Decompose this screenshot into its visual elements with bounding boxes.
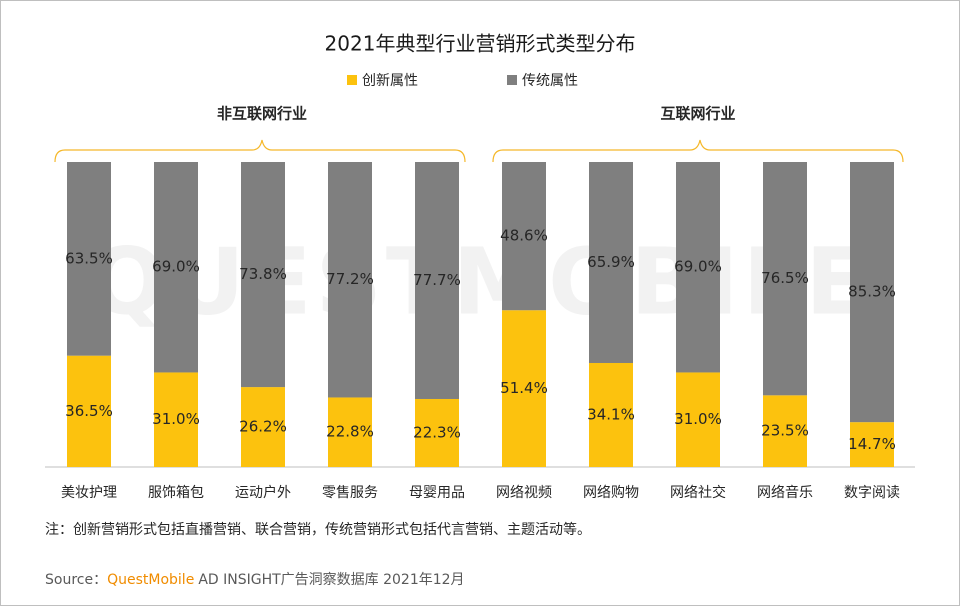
value-label: 76.5%	[761, 269, 809, 287]
bar-segment	[67, 162, 111, 356]
x-tick-label: 网络音乐	[757, 484, 813, 501]
bar-segment	[415, 162, 459, 399]
bar-segment	[763, 162, 807, 396]
bar-segment	[67, 355, 111, 467]
legend-label: 传统属性	[522, 73, 578, 89]
value-label: 85.3%	[848, 283, 896, 301]
group-brace	[54, 139, 466, 163]
note: 注：创新营销形式包括直播营销、联合营销，传统营销形式包括代言营销、主题活动等。	[45, 521, 591, 538]
bar-segment	[241, 387, 285, 467]
bar-segment	[154, 162, 198, 373]
x-tick-label: 网络视频	[496, 485, 552, 501]
group-label: 非互联网行业	[217, 105, 307, 123]
watermark: QUESTMOBILE	[88, 228, 872, 335]
legend-swatch	[347, 75, 357, 85]
value-label: 22.3%	[413, 423, 461, 441]
value-label: 63.5%	[65, 249, 113, 267]
value-label: 23.5%	[761, 422, 809, 440]
x-tick-label: 网络购物	[583, 485, 639, 501]
source-prefix: Source：	[45, 572, 107, 588]
legend-label: 创新属性	[362, 73, 418, 89]
bar-segment	[328, 397, 372, 467]
value-label: 14.7%	[848, 435, 896, 453]
value-label: 77.7%	[413, 271, 461, 289]
bar-segment	[850, 422, 894, 467]
bar-segment	[502, 162, 546, 311]
value-label: 73.8%	[239, 265, 287, 283]
x-tick-label: 美妆护理	[61, 485, 117, 501]
bar-segment	[328, 162, 372, 398]
bar-segment	[676, 372, 720, 467]
bar-segment	[850, 162, 894, 423]
x-tick-label: 数字阅读	[844, 484, 900, 501]
value-label: 22.8%	[326, 423, 374, 441]
x-tick-label: 服饰箱包	[148, 485, 204, 501]
bar-segment	[589, 162, 633, 363]
bar-segment	[763, 395, 807, 467]
chart-title: 2021年典型行业营销形式类型分布	[325, 32, 636, 56]
bar-segment	[589, 362, 633, 467]
x-tick-label: 运动户外	[235, 484, 291, 501]
value-label: 69.0%	[152, 258, 200, 276]
value-label: 65.9%	[587, 253, 635, 271]
value-label: 69.0%	[674, 258, 722, 276]
x-tick-label: 零售服务	[322, 485, 378, 501]
bar-segment	[241, 162, 285, 388]
value-label: 26.2%	[239, 418, 287, 436]
bar-segment	[154, 372, 198, 467]
source-text: AD INSIGHT广告洞察数据库 2021年12月	[198, 571, 464, 588]
source-brand: QuestMobile	[107, 572, 194, 588]
bar-segment	[415, 398, 459, 467]
value-label: 34.1%	[587, 405, 635, 423]
value-label: 77.2%	[326, 270, 374, 288]
x-tick-label: 母婴用品	[409, 485, 465, 501]
x-tick-label: 网络社交	[670, 484, 726, 501]
bar-segment	[676, 162, 720, 373]
value-label: 36.5%	[65, 402, 113, 420]
bar-segment	[502, 310, 546, 467]
value-label: 31.0%	[674, 410, 722, 428]
value-label: 51.4%	[500, 379, 548, 397]
group-label: 互联网行业	[660, 105, 735, 123]
value-label: 31.0%	[152, 410, 200, 428]
group-brace	[492, 139, 904, 163]
source: Source：QuestMobile AD INSIGHT广告洞察数据库 2021…	[45, 571, 465, 588]
value-label: 48.6%	[500, 227, 548, 245]
legend-swatch	[507, 75, 517, 85]
